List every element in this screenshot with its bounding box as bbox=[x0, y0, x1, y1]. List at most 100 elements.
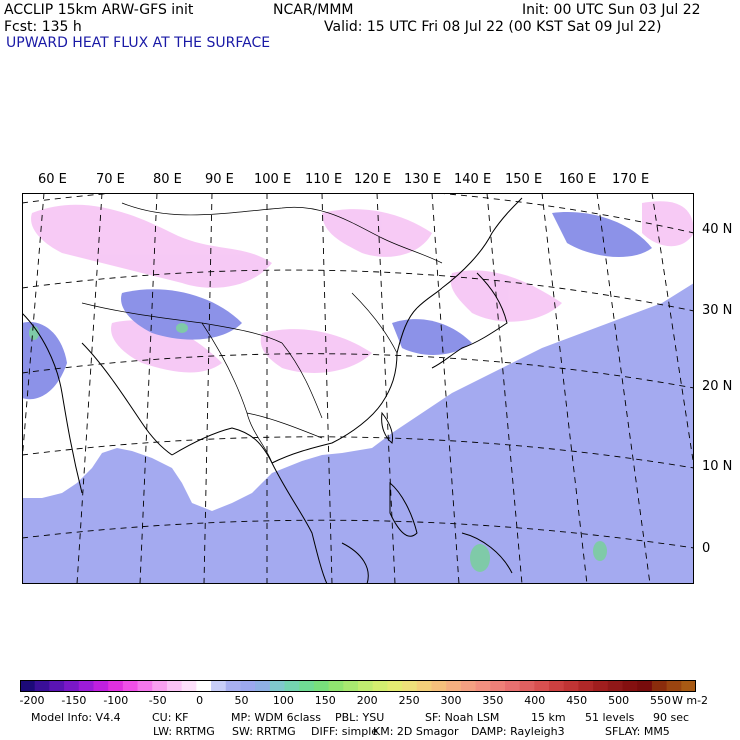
colorbar-swatch bbox=[225, 680, 241, 692]
colorbar-swatch bbox=[666, 680, 682, 692]
colorbar-swatch bbox=[490, 680, 506, 692]
colorbar-swatch bbox=[196, 680, 212, 692]
valid-time: Valid: 15 UTC Fri 08 Jul 22 (00 KST Sat … bbox=[324, 19, 662, 35]
colorbar-swatch bbox=[563, 680, 579, 692]
colorbar-swatch bbox=[402, 680, 418, 692]
colorbar-swatch bbox=[166, 680, 183, 692]
model-info-item: CU: KF bbox=[152, 711, 189, 724]
colorbar-swatch bbox=[328, 680, 344, 692]
colorbar-tick-label: 500 bbox=[608, 694, 630, 707]
colorbar-swatch bbox=[343, 680, 359, 692]
model-info-item: DAMP: Rayleigh3 bbox=[471, 725, 565, 738]
longitude-label: 110 E bbox=[305, 172, 343, 187]
colorbar-swatch bbox=[372, 680, 388, 692]
colorbar-swatch bbox=[475, 680, 491, 692]
colorbar-swatch bbox=[637, 680, 653, 692]
colorbar-tick-label: 350 bbox=[482, 694, 504, 707]
model-info-item: Model Info: V4.4 bbox=[31, 711, 121, 724]
colorbar-swatch bbox=[578, 680, 594, 692]
colorbar-tick-label: 400 bbox=[524, 694, 546, 707]
model-info-item: DIFF: simple bbox=[311, 725, 379, 738]
latitude-label: 20 N bbox=[702, 379, 733, 394]
model-info-item: KM: 2D Smagor bbox=[373, 725, 459, 738]
colorbar-swatch bbox=[108, 680, 124, 692]
longitude-label: 170 E bbox=[612, 172, 650, 187]
colorbar-swatch bbox=[93, 680, 109, 692]
negative-flux-patches bbox=[31, 201, 694, 373]
longitude-label: 80 E bbox=[153, 172, 182, 187]
model-info-item: SW: RRTMG bbox=[232, 725, 296, 738]
model-info-item: LW: RRTMG bbox=[153, 725, 215, 738]
latitude-label: 10 N bbox=[702, 459, 733, 474]
model-info-item: PBL: YSU bbox=[335, 711, 385, 724]
model-info-item: 51 levels bbox=[585, 711, 635, 724]
colorbar-swatch bbox=[313, 680, 330, 692]
colorbar-swatch bbox=[460, 680, 477, 692]
longitude-label: 60 E bbox=[38, 172, 67, 187]
model-info-item: SF: Noah LSM bbox=[425, 711, 500, 724]
flux-map bbox=[22, 193, 694, 584]
colorbar-swatch bbox=[269, 680, 286, 692]
country-borders bbox=[81, 202, 443, 464]
colorbar-tick-label: 100 bbox=[272, 694, 294, 707]
colorbar-swatch bbox=[358, 680, 374, 692]
coastlines bbox=[22, 197, 523, 584]
colorbar-swatch bbox=[78, 680, 94, 692]
latitude-label: 40 N bbox=[702, 222, 733, 237]
colorbar-swatch bbox=[299, 680, 315, 692]
colorbar-swatch bbox=[681, 680, 696, 692]
longitude-label: 70 E bbox=[96, 172, 125, 187]
colorbar-swatch bbox=[181, 680, 197, 692]
colorbar-tick-label: 450 bbox=[566, 694, 588, 707]
colorbar-swatch bbox=[416, 680, 432, 692]
colorbar-tick-label: 0 bbox=[196, 694, 204, 707]
longitude-label: 120 E bbox=[354, 172, 392, 187]
latitude-label: 30 N bbox=[702, 303, 733, 318]
colorbar-swatch bbox=[152, 680, 168, 692]
colorbar-swatch bbox=[34, 680, 50, 692]
colorbar-swatch bbox=[549, 680, 565, 692]
colorbar-swatch bbox=[446, 680, 462, 692]
colorbar-tick-label: -50 bbox=[148, 694, 167, 707]
colorbar-swatch bbox=[431, 680, 447, 692]
colorbar-swatch bbox=[504, 680, 521, 692]
colorbar-swatch bbox=[49, 680, 65, 692]
longitude-label: 90 E bbox=[205, 172, 234, 187]
model-info-item: SFLAY: MM5 bbox=[605, 725, 670, 738]
model-info-item: 15 km bbox=[531, 711, 566, 724]
model-info-item: 90 sec bbox=[653, 711, 690, 724]
colorbar-tick-label: 300 bbox=[440, 694, 462, 707]
colorbar-swatch bbox=[534, 680, 550, 692]
colorbar-border bbox=[20, 680, 696, 692]
colorbar-tick-label: 200 bbox=[356, 694, 378, 707]
colorbar-swatch bbox=[255, 680, 271, 692]
longitude-label: 150 E bbox=[505, 172, 543, 187]
colorbar-swatch bbox=[211, 680, 227, 692]
colorbar-swatch bbox=[64, 680, 80, 692]
longitude-label: 130 E bbox=[404, 172, 442, 187]
colorbar-tick-label: -150 bbox=[61, 694, 87, 707]
colorbar-tick-label: -100 bbox=[103, 694, 129, 707]
colorbar-tick-label: 50 bbox=[234, 694, 249, 707]
colorbar-unit: W m-2 bbox=[672, 694, 709, 707]
colorbar bbox=[20, 680, 696, 692]
colorbar-swatch bbox=[20, 680, 36, 692]
colorbar-tick-label: 150 bbox=[314, 694, 336, 707]
latitude-label: 0 bbox=[702, 541, 711, 556]
colorbar-swatch bbox=[387, 680, 403, 692]
high-flux-cells bbox=[29, 323, 607, 572]
forecast-hour: Fcst: 135 h bbox=[4, 19, 82, 35]
colorbar-swatch bbox=[651, 680, 668, 692]
colorbar-tick-label: 250 bbox=[398, 694, 420, 707]
colorbar-swatch bbox=[137, 680, 153, 692]
longitude-label: 100 E bbox=[254, 172, 292, 187]
colorbar-swatch bbox=[622, 680, 638, 692]
map-frame bbox=[22, 193, 694, 584]
field-title: UPWARD HEAT FLUX AT THE SURFACE bbox=[6, 35, 271, 51]
colorbar-swatch bbox=[519, 680, 535, 692]
colorbar-swatch bbox=[122, 680, 139, 692]
colorbar-swatch bbox=[284, 680, 300, 692]
model-info-item: MP: WDM 6class bbox=[231, 711, 321, 724]
colorbar-swatch bbox=[607, 680, 624, 692]
colorbar-swatch bbox=[240, 680, 256, 692]
